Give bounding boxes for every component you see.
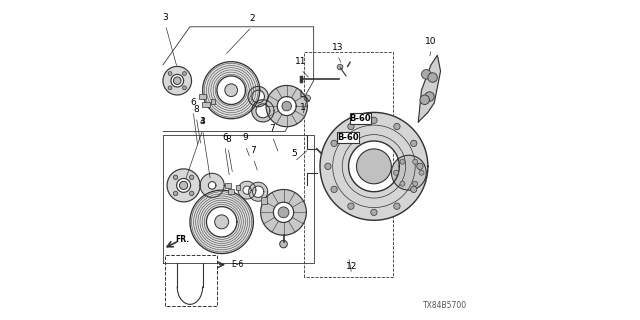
Circle shape [356, 149, 392, 184]
Text: 7: 7 [269, 124, 275, 133]
Text: 4: 4 [200, 117, 205, 126]
Circle shape [400, 159, 405, 164]
Circle shape [413, 159, 418, 164]
Text: 8: 8 [225, 135, 231, 144]
Circle shape [324, 163, 331, 170]
Circle shape [182, 86, 186, 90]
Polygon shape [203, 62, 260, 119]
Polygon shape [163, 67, 191, 95]
Circle shape [173, 77, 181, 84]
Circle shape [394, 123, 400, 130]
Text: 12: 12 [346, 262, 357, 271]
Circle shape [394, 203, 400, 209]
Text: 2: 2 [249, 14, 255, 23]
Bar [261, 197, 267, 204]
Circle shape [304, 95, 310, 101]
Text: TX84B5700: TX84B5700 [423, 301, 467, 310]
FancyBboxPatch shape [337, 132, 358, 143]
Circle shape [182, 72, 186, 76]
Circle shape [337, 64, 343, 70]
Circle shape [225, 84, 237, 97]
Text: 3: 3 [200, 117, 205, 126]
Text: 9: 9 [243, 133, 248, 142]
Text: 13: 13 [332, 43, 343, 52]
Circle shape [428, 73, 437, 82]
Text: 7: 7 [250, 146, 256, 155]
Circle shape [411, 140, 417, 147]
Circle shape [189, 191, 194, 196]
Bar [225, 183, 231, 188]
Circle shape [400, 181, 405, 186]
Text: 10: 10 [425, 36, 436, 45]
Circle shape [425, 92, 434, 101]
Polygon shape [419, 55, 440, 122]
Bar [236, 185, 240, 190]
Text: 6: 6 [222, 133, 228, 142]
Circle shape [189, 175, 194, 180]
Circle shape [411, 186, 417, 193]
Circle shape [371, 117, 377, 124]
Polygon shape [248, 182, 268, 201]
Circle shape [348, 203, 354, 209]
Polygon shape [320, 112, 428, 220]
Text: B-60: B-60 [349, 114, 371, 123]
Text: 5: 5 [292, 149, 298, 158]
Circle shape [348, 123, 354, 130]
Polygon shape [190, 190, 253, 253]
Circle shape [173, 175, 178, 180]
Circle shape [392, 155, 426, 190]
FancyBboxPatch shape [349, 113, 371, 124]
Circle shape [417, 163, 423, 170]
Polygon shape [167, 169, 200, 202]
Text: FR.: FR. [175, 236, 189, 244]
Text: E-6: E-6 [231, 260, 244, 269]
Text: 1: 1 [300, 103, 305, 112]
Polygon shape [238, 181, 256, 199]
Bar [202, 102, 210, 107]
Bar [228, 189, 234, 194]
Circle shape [179, 181, 188, 189]
Text: 11: 11 [295, 57, 307, 66]
Circle shape [173, 191, 178, 196]
Circle shape [282, 101, 291, 111]
Text: B-60: B-60 [337, 133, 358, 142]
Polygon shape [248, 86, 268, 107]
Polygon shape [260, 189, 307, 235]
Text: 6: 6 [190, 99, 196, 108]
Circle shape [278, 207, 289, 218]
Circle shape [420, 95, 429, 105]
Text: 8: 8 [193, 105, 199, 114]
Circle shape [331, 186, 337, 193]
Bar [199, 94, 207, 99]
Circle shape [371, 209, 377, 215]
Polygon shape [200, 173, 224, 197]
Bar [211, 99, 215, 105]
Circle shape [394, 170, 399, 175]
Circle shape [422, 69, 431, 79]
Circle shape [419, 170, 424, 175]
Circle shape [214, 215, 228, 229]
Circle shape [413, 181, 418, 186]
Circle shape [280, 240, 287, 248]
Text: 3: 3 [163, 13, 168, 22]
Circle shape [331, 140, 337, 147]
Circle shape [168, 86, 172, 90]
Polygon shape [266, 85, 307, 127]
Polygon shape [252, 100, 274, 122]
Circle shape [168, 72, 172, 76]
